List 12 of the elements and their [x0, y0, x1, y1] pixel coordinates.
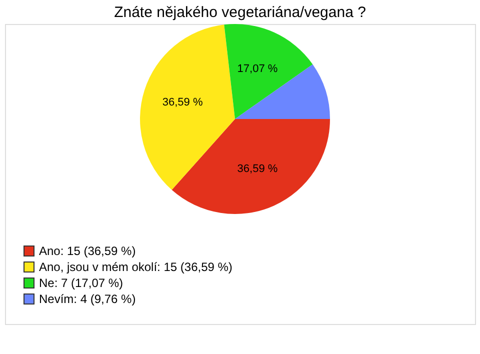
- pie-slice: [140, 24, 235, 190]
- chart-title: Znáte nějakého vegetariána/vegana ?: [114, 4, 366, 21]
- legend-label: Ne: 7 (17,07 %): [39, 276, 124, 290]
- pie-slice: [235, 64, 330, 119]
- data-label: 36,59 %: [162, 96, 203, 108]
- data-label: 17,07 %: [237, 62, 278, 75]
- pie-slice: [172, 119, 330, 214]
- legend-label: Ano: 15 (36,59 %): [39, 244, 136, 258]
- pie-slice: [224, 24, 313, 119]
- data-label: 36,59 %: [237, 163, 278, 176]
- legend-label: Nevím: 4 (9,76 %): [39, 292, 136, 306]
- legend-label: Ano, jsou v mém okolí: 15 (36,59 %): [39, 260, 232, 274]
